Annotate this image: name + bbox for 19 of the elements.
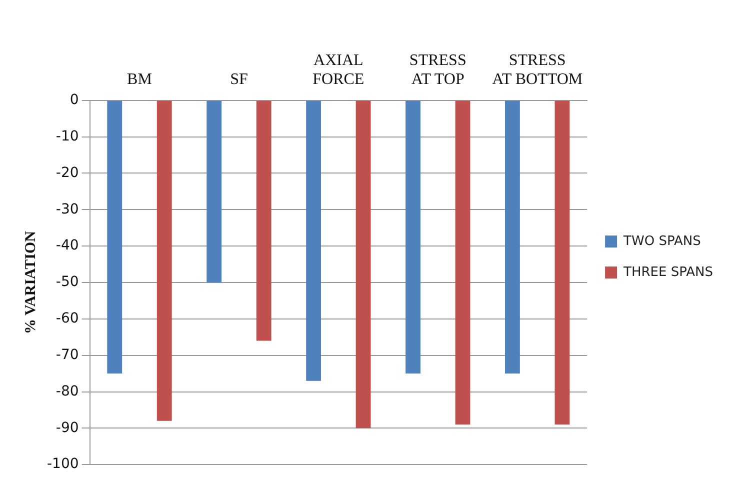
y-tick-label: 0 — [70, 92, 79, 108]
x-tick-label: BM — [127, 71, 152, 88]
x-tick-label: AXIAL FORCE — [312, 52, 364, 88]
y-tick-label: -60 — [56, 310, 79, 327]
y-tick-label: -30 — [56, 201, 79, 218]
legend-label: THREE SPANS — [622, 264, 714, 280]
y-tick-label: -40 — [56, 238, 79, 254]
y-axis-title: % VARIATION — [22, 230, 39, 334]
y-tick-label: -100 — [46, 456, 79, 472]
y-tick-label: -20 — [56, 164, 79, 181]
legend-label: TWO SPANS — [622, 234, 701, 249]
x-tick-label: SF — [230, 71, 248, 88]
x-tick-label: STRESS AT TOP — [409, 52, 466, 88]
x-tick-label: STRESS AT BOTTOM — [492, 52, 583, 88]
y-tick-label: -50 — [56, 274, 79, 290]
y-tick-label: -10 — [56, 128, 79, 144]
y-tick-label: -90 — [56, 420, 79, 436]
y-tick-label: -70 — [56, 346, 79, 363]
y-tick-label: -80 — [56, 383, 79, 400]
